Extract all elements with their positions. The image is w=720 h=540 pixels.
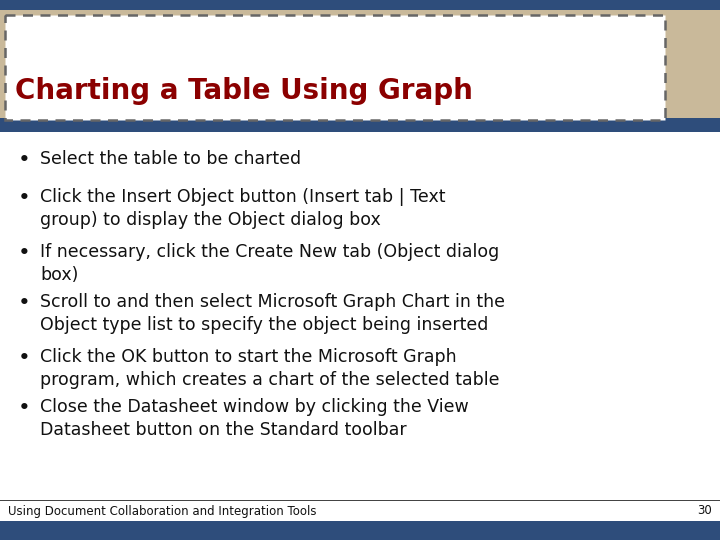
Text: Scroll to and then select Microsoft Graph Chart in the
Object type list to speci: Scroll to and then select Microsoft Grap…	[40, 293, 505, 334]
Text: Select the table to be charted: Select the table to be charted	[40, 150, 301, 168]
Text: If necessary, click the Create New tab (Object dialog
box): If necessary, click the Create New tab (…	[40, 243, 499, 284]
Text: Using Document Collaboration and Integration Tools: Using Document Collaboration and Integra…	[8, 504, 317, 517]
Bar	[0, 521, 720, 540]
Bar	[0, 132, 720, 500]
Bar	[0, 118, 720, 132]
Text: •: •	[18, 188, 31, 208]
Text: Click the OK button to start the Microsoft Graph
program, which creates a chart : Click the OK button to start the Microso…	[40, 348, 500, 389]
Text: •: •	[18, 348, 31, 368]
Text: •: •	[18, 150, 31, 170]
Text: •: •	[18, 243, 31, 263]
Bar	[0, 501, 720, 521]
Text: •: •	[18, 293, 31, 313]
Text: Close the Datasheet window by clicking the View
Datasheet button on the Standard: Close the Datasheet window by clicking t…	[40, 398, 469, 439]
Text: Click the Insert Object button (Insert tab | Text
group) to display the Object d: Click the Insert Object button (Insert t…	[40, 188, 446, 229]
FancyBboxPatch shape	[5, 15, 665, 120]
Text: 30: 30	[697, 504, 712, 517]
Text: •: •	[18, 398, 31, 418]
Bar	[0, 0, 720, 10]
Bar	[0, 500, 720, 501]
Text: Charting a Table Using Graph: Charting a Table Using Graph	[15, 77, 473, 105]
